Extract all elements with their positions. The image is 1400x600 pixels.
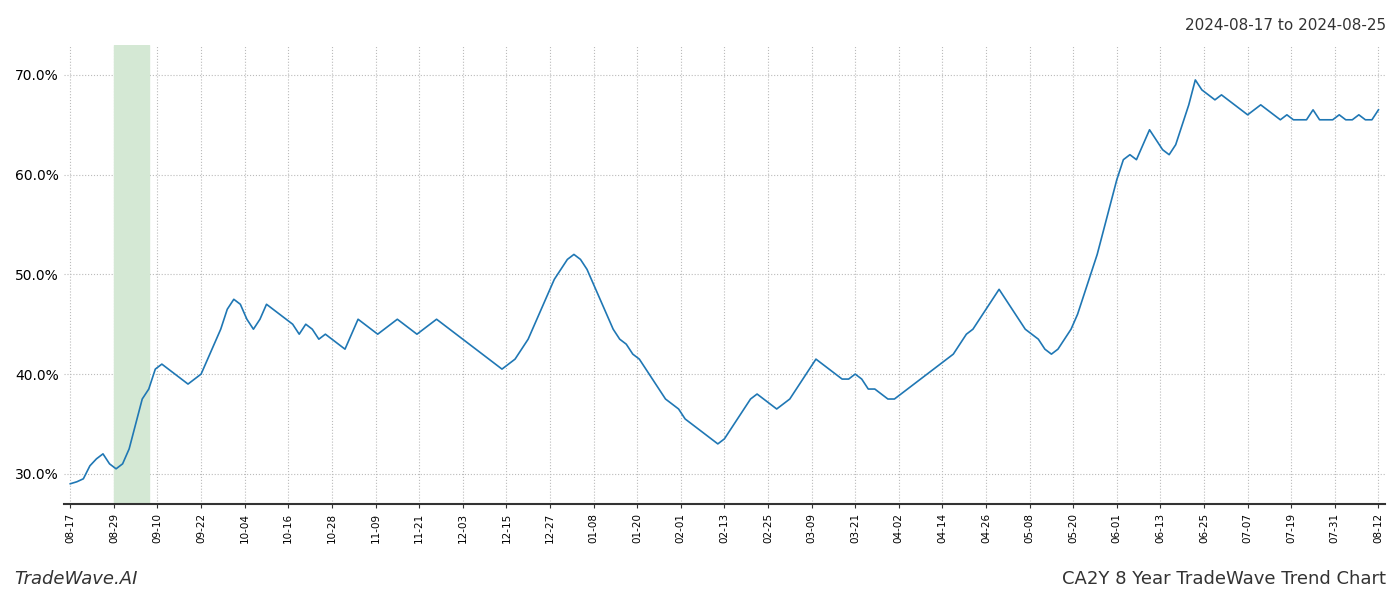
Bar	[113, 45, 148, 504]
Text: TradeWave.AI: TradeWave.AI	[14, 570, 137, 588]
Text: 2024-08-17 to 2024-08-25: 2024-08-17 to 2024-08-25	[1184, 18, 1386, 33]
Text: CA2Y 8 Year TradeWave Trend Chart: CA2Y 8 Year TradeWave Trend Chart	[1063, 570, 1386, 588]
